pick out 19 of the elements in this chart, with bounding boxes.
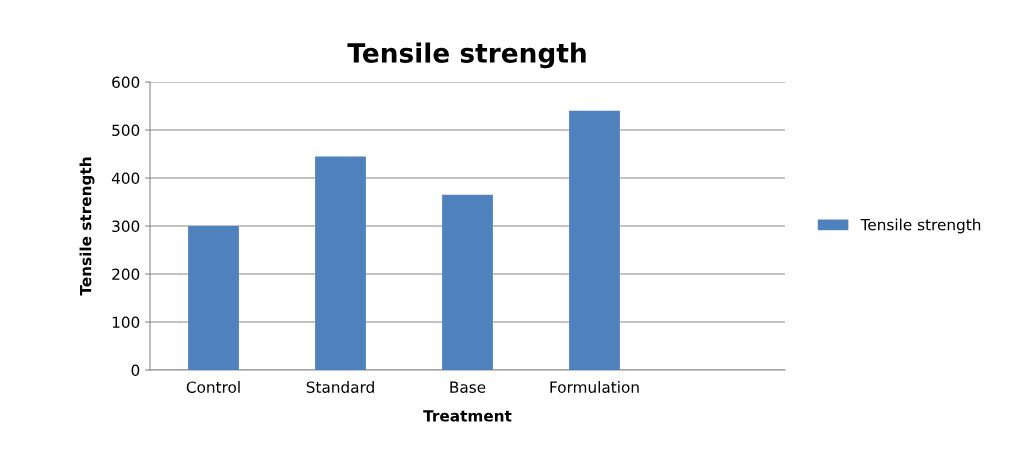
- x-tick-label: Base: [450, 381, 486, 393]
- x-tick-label: Formulation: [550, 381, 639, 393]
- legend-label: Tensile strength: [860, 218, 981, 234]
- y-tick-label: 100: [112, 316, 140, 329]
- bar: [188, 226, 239, 370]
- y-tick-label: 200: [112, 268, 140, 281]
- y-tick-label: 600: [112, 76, 140, 89]
- x-axis-title: Treatment: [423, 410, 512, 422]
- bar: [442, 194, 493, 370]
- y-tick-label: 300: [112, 220, 140, 233]
- y-tick-label: 400: [111, 172, 140, 185]
- bar: [315, 156, 366, 370]
- bar: [569, 110, 620, 370]
- x-tick-label: Standard: [306, 381, 374, 393]
- chart-title: Tensile strength: [347, 42, 586, 69]
- y-tick-label: 500: [112, 124, 140, 137]
- y-tick-label: 0: [131, 364, 140, 377]
- y-axis-title: Tensile strength: [79, 157, 95, 296]
- x-tick-label: Control: [186, 381, 240, 393]
